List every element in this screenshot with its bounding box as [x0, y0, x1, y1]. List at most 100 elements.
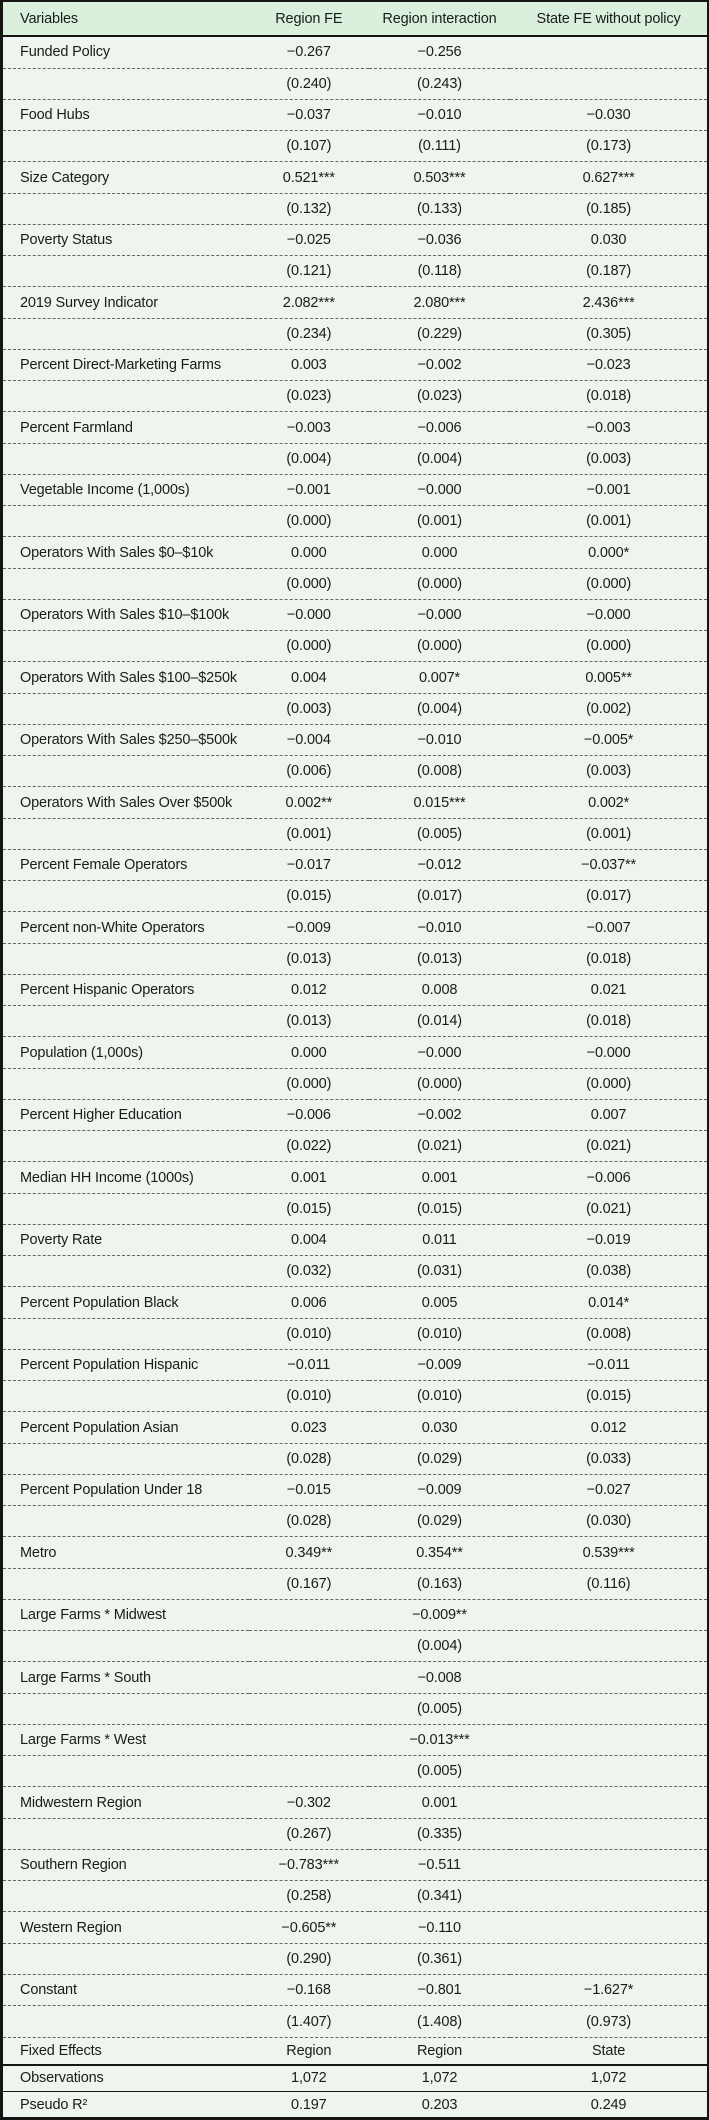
footer-value: 1,072	[368, 2064, 511, 2092]
coefficient-value: −0.605**	[248, 1911, 369, 1944]
variable-label: Median HH Income (1000s)	[1, 1161, 249, 1194]
variable-label: Percent Female Operators	[1, 849, 249, 882]
coefficient-value	[510, 1911, 708, 1944]
coefficient-row: Operators With Sales $100–$250k 0.004 0.00…	[1, 661, 708, 694]
variable-label-spacer	[1, 1255, 249, 1288]
standard-error-value: (0.013)	[248, 1005, 369, 1038]
coefficient-value	[248, 1599, 369, 1632]
coefficient-value: −0.006	[510, 1161, 708, 1194]
standard-error-value: (0.003)	[510, 755, 708, 788]
standard-error-row: (0.023) (0.023) (0.018)	[1, 380, 708, 413]
variable-label-spacer	[1, 1568, 249, 1600]
standard-error-value: (0.163)	[368, 1568, 511, 1600]
coefficient-value: −0.256	[368, 36, 511, 69]
standard-error-value: (0.118)	[368, 255, 511, 288]
coefficient-value: 0.000*	[510, 536, 708, 569]
coefficient-row: Large Farms * West −0.013***	[1, 1724, 708, 1757]
standard-error-value: (0.004)	[368, 1630, 511, 1663]
variable-label-spacer	[1, 1130, 249, 1163]
standard-error-row: (0.022) (0.021) (0.021)	[1, 1130, 708, 1163]
coefficient-value: 0.001	[368, 1161, 511, 1194]
standard-error-value: (0.010)	[368, 1380, 511, 1413]
coefficient-value: −0.005*	[510, 724, 708, 757]
coefficient-value: 2.080***	[368, 286, 511, 319]
coefficient-row: Western Region −0.605** −0.110	[1, 1911, 708, 1944]
standard-error-value: (0.003)	[248, 693, 369, 725]
standard-error-value: (0.018)	[510, 943, 708, 975]
standard-error-value: (0.015)	[368, 1193, 511, 1225]
standard-error-value	[510, 1630, 708, 1663]
variable-label-spacer	[1, 1505, 249, 1538]
coefficient-row: Funded Policy −0.267 −0.256	[1, 36, 708, 69]
standard-error-row: (0.234) (0.229) (0.305)	[1, 318, 708, 350]
variable-label-spacer	[1, 1005, 249, 1038]
coefficient-value: −0.036	[368, 224, 511, 257]
standard-error-value: (0.006)	[248, 755, 369, 788]
variable-label-spacer	[1, 1880, 249, 1913]
standard-error-row: (0.028) (0.029) (0.033)	[1, 1443, 708, 1475]
coefficient-row: Operators With Sales $250–$500k −0.004 −0.…	[1, 724, 708, 757]
coefficient-row: Poverty Status −0.025 −0.036 0.030	[1, 224, 708, 257]
standard-error-value: (0.000)	[248, 505, 369, 538]
coefficient-value	[248, 1661, 369, 1694]
coefficient-value: 0.015***	[368, 786, 511, 819]
coefficient-value	[510, 1599, 708, 1632]
coefficient-row: Operators With Sales $0–$10k 0.000 0.000 0.…	[1, 536, 708, 569]
coefficient-row: Percent Population Under 18 −0.015 −0.009−…	[1, 1474, 708, 1507]
standard-error-row: (0.000) (0.000) (0.000)	[1, 630, 708, 663]
standard-error-value: (0.004)	[368, 443, 511, 475]
coefficient-value: −0.010	[368, 911, 511, 944]
standard-error-value: (0.015)	[510, 1380, 708, 1413]
coefficient-row: Operators With Sales $10–$100k −0.000 −0.0…	[1, 599, 708, 632]
variable-label: Percent non-White Operators	[1, 911, 249, 944]
variable-label: Poverty Status	[1, 224, 249, 257]
footer-value: 1,072	[510, 2064, 708, 2092]
variable-label: Midwestern Region	[1, 1786, 249, 1819]
variable-label-spacer	[1, 880, 249, 913]
standard-error-value: (0.132)	[248, 193, 369, 225]
coefficient-value	[510, 1786, 708, 1819]
standard-error-value: (0.010)	[368, 1318, 511, 1350]
footer-value: 0.249	[590, 2096, 627, 2113]
coefficient-value: 0.006	[248, 1286, 369, 1319]
standard-error-value: (0.030)	[510, 1505, 708, 1538]
coefficient-row: Percent Population Black 0.006 0.005 0.014*	[1, 1286, 708, 1319]
standard-error-row: (0.001) (0.005) (0.001)	[1, 818, 708, 850]
variable-label-spacer	[1, 1318, 249, 1350]
coefficient-value: −0.006	[248, 1099, 369, 1132]
coefficient-value: 0.012	[248, 974, 369, 1007]
standard-error-row: (0.003) (0.004) (0.002)	[1, 693, 708, 725]
coefficient-value: 2.082***	[248, 286, 369, 319]
standard-error-value	[510, 1880, 708, 1913]
standard-error-row: (0.132) (0.133) (0.185)	[1, 193, 708, 225]
standard-error-value: (0.000)	[368, 1068, 511, 1100]
standard-error-value: (0.001)	[248, 818, 369, 850]
variable-label: Constant	[1, 1974, 249, 2007]
footer-value: 0.203	[421, 2096, 458, 2113]
pseudo-r2-row: Pseudo R² 0.197 0.203 0.249	[2, 2092, 709, 2119]
variable-label-spacer	[1, 1818, 249, 1850]
standard-error-row: (0.010) (0.010) (0.015)	[1, 1380, 708, 1413]
variable-label: Percent Population Asian	[1, 1411, 249, 1444]
standard-error-value: (0.005)	[368, 1693, 511, 1725]
coefficient-value: 0.003	[248, 349, 369, 382]
standard-error-value: (0.185)	[510, 193, 708, 225]
standard-error-row: (0.015) (0.017) (0.017)	[1, 880, 708, 913]
coefficient-value: 0.007*	[368, 661, 511, 694]
table-footer: Fixed Effects Region Region State Observatio…	[1, 2037, 709, 2119]
coefficient-row: Percent non-White Operators −0.009 −0.010−…	[1, 911, 708, 944]
variable-label-spacer	[1, 255, 249, 288]
coefficient-value: 0.000	[248, 536, 369, 569]
coefficient-value: −0.009	[368, 1349, 511, 1382]
standard-error-value	[248, 1693, 369, 1725]
standard-error-value: (0.023)	[368, 380, 511, 413]
standard-error-row: (0.006) (0.008) (0.003)	[1, 755, 708, 788]
coefficient-value: −0.004	[248, 724, 369, 757]
standard-error-value: (0.008)	[510, 1318, 708, 1350]
variable-label: Operators With Sales $0–$10k	[1, 536, 249, 569]
standard-error-value: (0.267)	[248, 1818, 369, 1850]
variable-label-spacer	[1, 693, 249, 725]
coefficient-value: −1.627*	[510, 1974, 708, 2007]
coefficient-value: 0.005**	[510, 661, 708, 694]
